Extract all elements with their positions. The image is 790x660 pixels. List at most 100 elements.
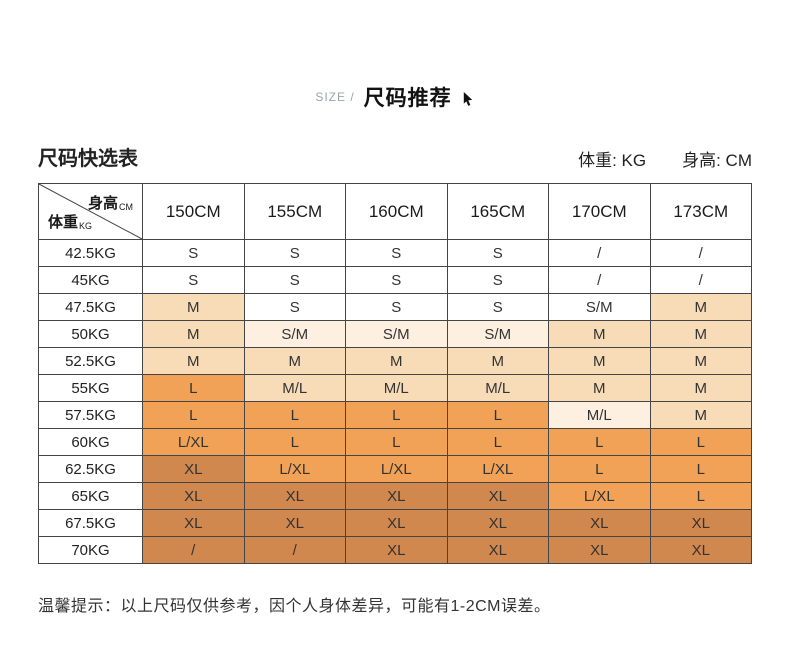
size-cell: M (649, 320, 752, 348)
size-cell: L (649, 482, 752, 510)
size-cell: / (548, 239, 651, 267)
column-header: 160CM (345, 183, 448, 240)
size-cell: L/XL (345, 455, 448, 483)
table-header-row: 尺码快选表 体重: KG 身高: CM (38, 142, 752, 171)
column-header: 165CM (446, 183, 549, 240)
weight-axis-label: 体重KG (48, 214, 93, 231)
size-cell: L/XL (446, 455, 549, 483)
column-header: 173CM (649, 183, 752, 240)
size-cell: XL (649, 536, 752, 564)
weight-label: 60KG (38, 428, 143, 456)
size-cell: L (345, 401, 448, 429)
size-cell: XL (345, 536, 448, 564)
weight-label: 67.5KG (38, 509, 143, 537)
size-cell: XL (345, 482, 448, 510)
size-cell: M (548, 347, 651, 375)
table-row: 47.5KG M S S S S/M M (38, 293, 752, 321)
size-cell: L/XL (243, 455, 346, 483)
weight-label: 65KG (38, 482, 143, 510)
table-title: 尺码快选表 (38, 148, 138, 170)
size-cell: S/M (548, 293, 651, 321)
size-cell: M (649, 347, 752, 375)
table-row: 55KG L M/L M/L M/L M M (38, 374, 752, 402)
table-row: 60KG L/XL L L L L L (38, 428, 752, 456)
unit-legend: 体重: KG 身高: CM (578, 146, 752, 171)
size-eyebrow-label: SIZE / (315, 90, 355, 104)
header-row: 身高CM 体重KG 150CM 155CM 160CM 165CM 170CM 173CM (38, 183, 752, 240)
size-cell: L (446, 401, 549, 429)
size-cell: XL (446, 509, 549, 537)
height-axis-label: 身高CM (87, 195, 133, 212)
table-head: 身高CM 体重KG 150CM 155CM 160CM 165CM 170CM 173CM (38, 183, 752, 240)
size-cell: M (345, 347, 448, 375)
size-cell: XL (243, 482, 346, 510)
weight-label: 55KG (38, 374, 143, 402)
weight-label: 42.5KG (38, 239, 143, 267)
size-cell: M/L (345, 374, 448, 402)
size-cell: S (446, 266, 549, 294)
size-cell: S (243, 239, 346, 267)
size-cell: M (243, 347, 346, 375)
table-row: 50KG M S/M S/M S/M M M (38, 320, 752, 348)
size-cell: M (142, 347, 245, 375)
size-cell: XL (243, 509, 346, 537)
size-cell: / (649, 266, 752, 294)
column-header: 155CM (243, 183, 346, 240)
size-cell: S/M (446, 320, 549, 348)
size-cell: XL (142, 509, 245, 537)
size-cell: L/XL (548, 482, 651, 510)
size-chart-table: 身高CM 体重KG 150CM 155CM 160CM 165CM 170CM 173CM… (38, 183, 752, 564)
table-row: 67.5KG XL XL XL XL XL XL (38, 509, 752, 537)
weight-unit-label: 体重: KG (578, 151, 647, 170)
table-row: 52.5KG M M M M M M (38, 347, 752, 375)
size-cell: XL (142, 455, 245, 483)
diagonal-divider (39, 184, 142, 239)
size-cell: S (446, 293, 549, 321)
cursor-pointer-icon (461, 91, 475, 112)
size-cell: S (345, 293, 448, 321)
size-cell: XL (548, 536, 651, 564)
table-row: 57.5KG L L L L M/L M (38, 401, 752, 429)
table-row: 70KG / / XL XL XL XL (38, 536, 752, 564)
size-cell: L/XL (142, 428, 245, 456)
size-cell: / (243, 536, 346, 564)
size-cell: S (243, 266, 346, 294)
weight-label: 50KG (38, 320, 143, 348)
size-cell: L (649, 455, 752, 483)
table-row: 65KG XL XL XL XL L/XL L (38, 482, 752, 510)
table-body: 42.5KG S S S S //45KG S S S S //47.5KG M S S S S/M M 50KG… (38, 239, 752, 564)
size-cell: M (649, 401, 752, 429)
size-cell: XL (649, 509, 752, 537)
size-cell: M (649, 293, 752, 321)
size-cell: L (142, 374, 245, 402)
size-cell: M/L (548, 401, 651, 429)
size-cell: XL (548, 509, 651, 537)
size-cell: M (142, 320, 245, 348)
size-cell: XL (345, 509, 448, 537)
size-cell: L (345, 428, 448, 456)
table-row: 45KG S S S S / / (38, 266, 752, 294)
size-cell: S/M (243, 320, 346, 348)
size-cell: M/L (446, 374, 549, 402)
weight-label: 47.5KG (38, 293, 143, 321)
size-cell: XL (446, 536, 549, 564)
column-header: 170CM (548, 183, 651, 240)
weight-label: 57.5KG (38, 401, 143, 429)
size-cell: / (142, 536, 245, 564)
weight-label: 45KG (38, 266, 143, 294)
weight-label: 70KG (38, 536, 143, 564)
column-header: 150CM (142, 183, 245, 240)
size-cell: S (345, 266, 448, 294)
size-cell: L (446, 428, 549, 456)
weight-label: 62.5KG (38, 455, 143, 483)
size-cell: / (649, 239, 752, 267)
footer-note: 温馨提示：以上尺码仅供参考，因个人身体差异，可能有1-2CM误差。 (38, 598, 551, 615)
size-cell: S (142, 266, 245, 294)
size-cell: M (548, 374, 651, 402)
size-cell: S/M (345, 320, 448, 348)
size-cell: S (446, 239, 549, 267)
size-cell: M (446, 347, 549, 375)
size-cell: M/L (243, 374, 346, 402)
size-cell: S (243, 293, 346, 321)
